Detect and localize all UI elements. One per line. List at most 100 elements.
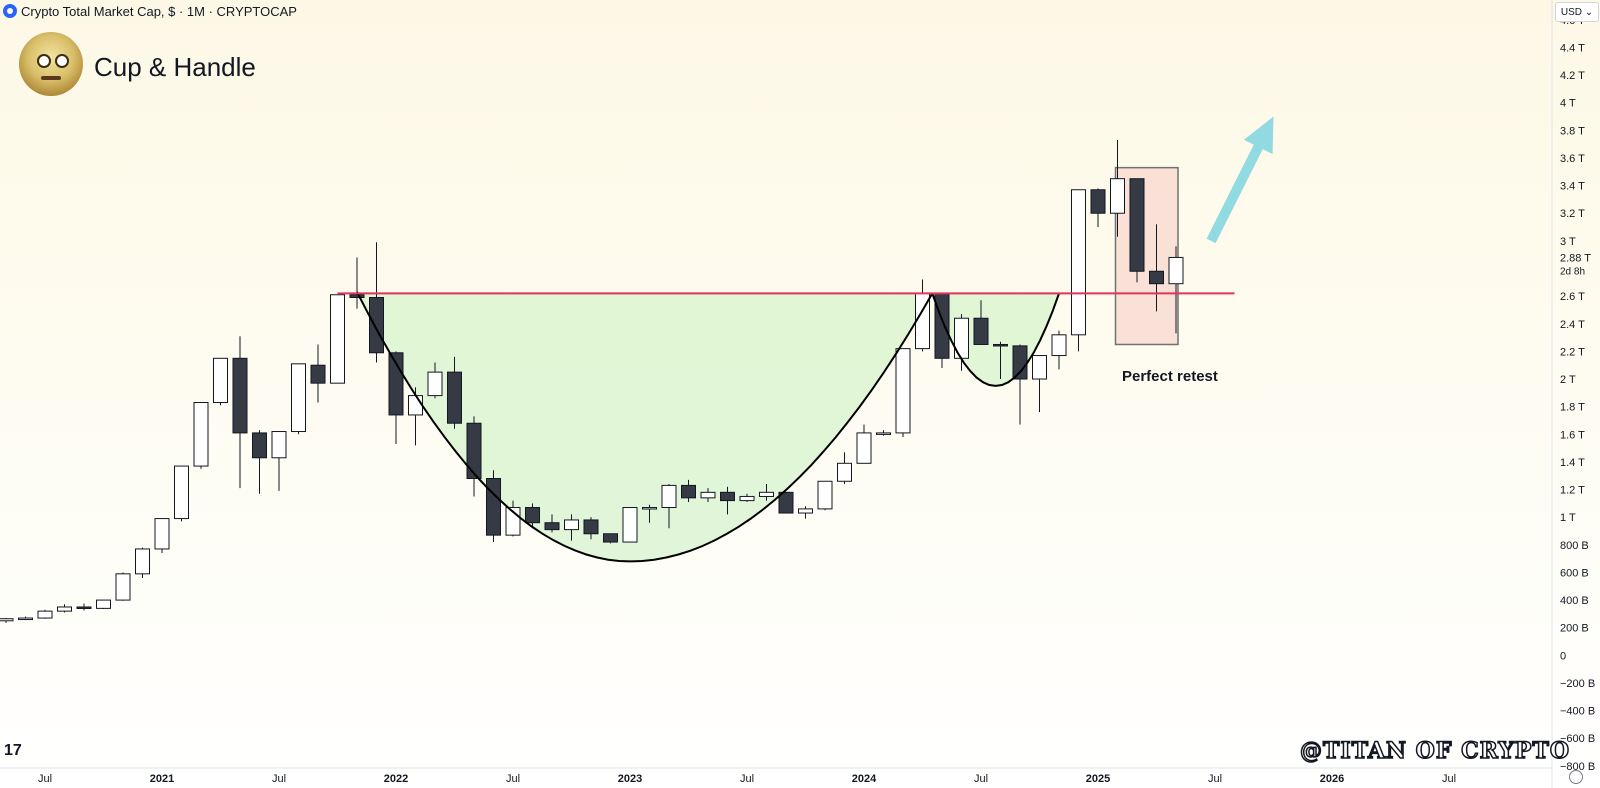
candle xyxy=(1051,330,1067,370)
candle-body xyxy=(1129,178,1145,272)
x-tick-label: 2021 xyxy=(150,773,174,785)
candle xyxy=(310,344,326,403)
x-tick-label: 2023 xyxy=(618,773,642,785)
x-tick-label: Jul xyxy=(506,773,520,785)
candle xyxy=(369,242,384,363)
candle xyxy=(18,616,33,621)
retest-annotation: Perfect retest xyxy=(1122,368,1218,385)
candle xyxy=(1032,355,1047,413)
avatar-mouth xyxy=(41,76,61,80)
x-tick-label: 2022 xyxy=(384,773,408,785)
candle xyxy=(603,533,618,544)
candle-body xyxy=(622,507,638,543)
y-tick-label: −800 B xyxy=(1560,761,1595,773)
currency-label: USD xyxy=(1560,6,1582,18)
countdown-label: 2d 8h xyxy=(1560,266,1585,277)
candle-body xyxy=(37,610,53,619)
candle xyxy=(349,257,365,309)
candle xyxy=(720,486,735,515)
author-watermark: @TITAN OF CRYPTO xyxy=(1299,737,1571,765)
y-tick-label: 600 B xyxy=(1560,567,1589,579)
candle xyxy=(856,424,872,464)
currency-selector[interactable]: USD ⌄ xyxy=(1555,2,1599,22)
candle-body xyxy=(778,491,794,514)
candle xyxy=(466,416,482,497)
candle-body xyxy=(700,491,716,499)
tradingview-logo[interactable]: 17 xyxy=(4,742,22,759)
x-tick-label: 2025 xyxy=(1086,773,1110,785)
candle xyxy=(525,503,540,529)
candle-body xyxy=(174,465,189,520)
candle-body xyxy=(720,491,735,502)
y-tick-label: 3 T xyxy=(1560,236,1576,248)
candle xyxy=(544,514,560,533)
symbol-title: Crypto Total Market Cap, $ · 1M · CRYPTO… xyxy=(21,3,297,19)
candle xyxy=(447,356,462,429)
candle-body xyxy=(466,422,482,480)
candle-body xyxy=(798,508,813,514)
y-tick-label: 4 T xyxy=(1560,98,1576,110)
candle xyxy=(96,599,111,610)
candle-body xyxy=(349,294,365,299)
candle xyxy=(622,507,638,543)
candle-body xyxy=(271,431,287,459)
candle-body xyxy=(642,507,657,510)
candle-body xyxy=(681,484,696,499)
candle xyxy=(427,362,443,399)
candle-body xyxy=(1071,189,1086,336)
y-tick-label: 3.4 T xyxy=(1560,181,1585,193)
candle-body xyxy=(739,495,755,502)
candle xyxy=(642,504,657,523)
x-tick-label: 2026 xyxy=(1320,773,1344,785)
candle-body xyxy=(330,294,345,384)
candle-body xyxy=(135,548,150,575)
symbol-header[interactable]: Crypto Total Market Cap, $ · 1M · CRYPTO… xyxy=(0,0,297,22)
candle-body xyxy=(96,599,111,609)
y-tick-label: 2.4 T xyxy=(1560,319,1585,331)
y-tick-label: 400 B xyxy=(1560,595,1589,607)
retest-box xyxy=(1114,166,1179,346)
candle-body xyxy=(661,484,677,509)
y-tick-label: 1.8 T xyxy=(1560,402,1585,414)
candle xyxy=(0,618,14,623)
x-tick-label: Jul xyxy=(272,773,286,785)
candle-body xyxy=(544,522,560,531)
idea-title: Cup & Handle xyxy=(94,52,256,82)
candle xyxy=(271,431,287,491)
candle-body xyxy=(447,371,462,424)
y-tick-label: 0 xyxy=(1560,650,1566,662)
y-tick-label: −600 B xyxy=(1560,733,1595,745)
y-tick-label: 1.2 T xyxy=(1560,485,1585,497)
y-tick-label: 3.8 T xyxy=(1560,125,1585,137)
candle-body xyxy=(408,395,423,416)
y-tick-label: 200 B xyxy=(1560,623,1589,635)
candle-body xyxy=(973,317,989,345)
candle-body xyxy=(837,462,852,482)
candle xyxy=(973,300,989,345)
y-tick-label: 2.6 T xyxy=(1560,291,1585,303)
candle xyxy=(174,465,189,522)
candle xyxy=(388,351,404,444)
candle xyxy=(993,341,1008,380)
candle xyxy=(291,363,306,435)
x-tick-label: Jul xyxy=(38,773,52,785)
candle-body xyxy=(154,518,170,550)
candle-body xyxy=(876,432,891,435)
candle xyxy=(193,402,209,469)
candle-body xyxy=(76,606,92,609)
x-tick-label: Jul xyxy=(1208,773,1222,785)
candle-body xyxy=(895,348,911,434)
candle xyxy=(759,484,774,501)
x-tick-label: Jul xyxy=(974,773,988,785)
candle-body xyxy=(193,402,209,467)
y-tick-label: 1.6 T xyxy=(1560,429,1585,441)
candle-body xyxy=(0,618,14,622)
candle xyxy=(135,547,150,578)
candle xyxy=(252,430,267,494)
settings-icon[interactable] xyxy=(1569,770,1583,784)
candle-body xyxy=(1012,345,1028,380)
cup-curve xyxy=(356,291,934,563)
candle-body xyxy=(18,617,33,621)
y-tick-label: 1.4 T xyxy=(1560,457,1585,469)
